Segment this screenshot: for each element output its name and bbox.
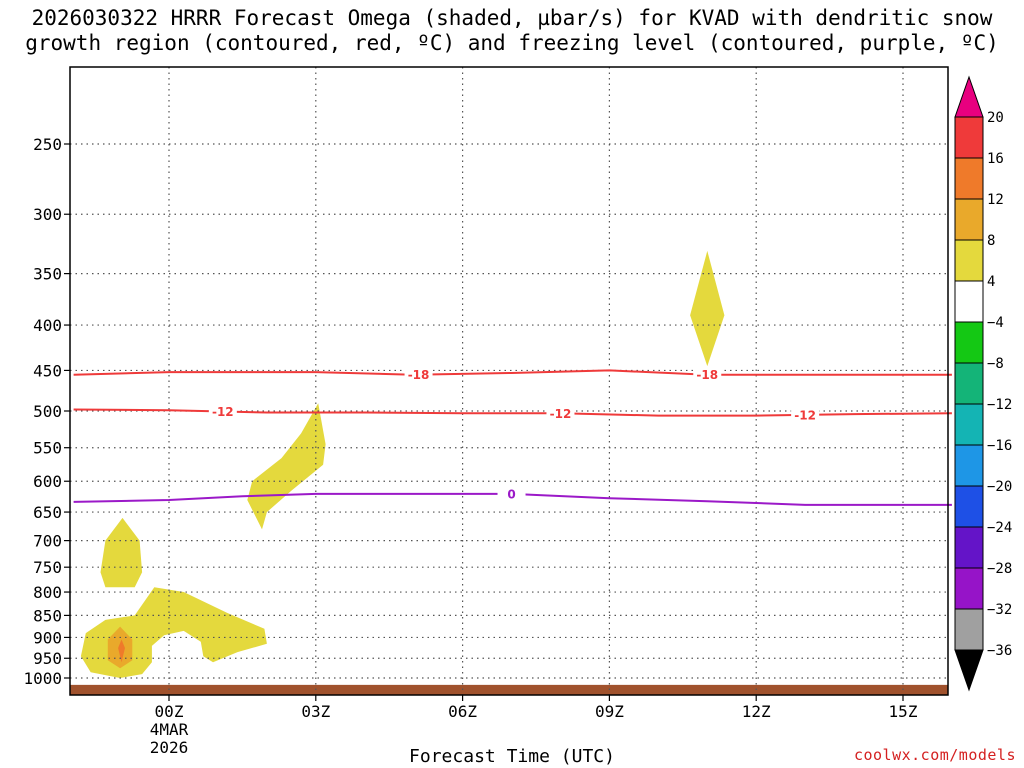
x-tick-label-03Z: 03Z	[301, 702, 330, 721]
y-tick-label-650: 650	[33, 503, 62, 522]
colorbar-swatch	[954, 157, 984, 200]
contour-label--18: -18	[696, 368, 718, 382]
colorbar-label--4: −4	[987, 315, 1004, 331]
y-tick-label-400: 400	[33, 316, 62, 335]
contour-label-bg	[208, 404, 237, 419]
colorbar-swatch	[954, 362, 984, 405]
contour-label--12: -12	[212, 405, 234, 419]
colorbar-bottom-arrow	[954, 649, 984, 692]
contour-label-bg	[546, 406, 575, 421]
colorbar-label--36: −36	[987, 643, 1012, 659]
x-tick-label-06Z: 06Z	[448, 702, 477, 721]
x-tick-label-12Z: 12Z	[742, 702, 771, 721]
contour-label-bg	[497, 486, 526, 501]
omega-area-03z-lobe	[247, 403, 326, 530]
x-tick-sublabel: 2026	[150, 738, 189, 757]
colorbar-label-4: 4	[987, 274, 995, 290]
y-tick-label-250: 250	[33, 135, 62, 154]
omega-area-pre00z-lobe	[100, 517, 143, 588]
y-tick-label-600: 600	[33, 472, 62, 491]
y-tick-label-900: 900	[33, 628, 62, 647]
colorbar-label--20: −20	[987, 479, 1012, 495]
x-tick-label-15Z: 15Z	[889, 702, 918, 721]
contour-label--12: -12	[550, 407, 572, 421]
colorbar-swatch	[954, 321, 984, 364]
colorbar-swatch	[954, 526, 984, 569]
contour-label-bg	[404, 367, 433, 382]
colorbar-label--16: −16	[987, 438, 1012, 454]
chart-title-line-2: growth region (contoured, red, ºC) and f…	[25, 31, 999, 55]
x-axis-title: Forecast Time (UTC)	[409, 746, 615, 767]
colorbar-swatch	[954, 403, 984, 446]
colorbar-swatch	[954, 485, 984, 528]
colorbar-label--12: −12	[987, 397, 1012, 413]
colorbar-label--28: −28	[987, 561, 1012, 577]
colorbar-swatch	[954, 198, 984, 241]
contour-line--12	[73, 408, 952, 417]
x-tick-label-00Z: 00Z	[155, 702, 184, 721]
y-tick-label-450: 450	[33, 361, 62, 380]
contour-label-bg	[791, 407, 820, 422]
colorbar-swatch	[954, 280, 984, 323]
terrain-fill	[70, 684, 948, 695]
y-tick-label-700: 700	[33, 532, 62, 551]
y-tick-label-800: 800	[33, 583, 62, 602]
x-tick-sublabel: 4MAR	[150, 720, 189, 739]
chart-title: 2026030322 HRRR Forecast Omega (shaded, …	[0, 6, 1024, 56]
source-link[interactable]: coolwx.com/models	[853, 746, 1016, 764]
colorbar-label-16: 16	[987, 151, 1004, 167]
plot-area	[70, 250, 948, 695]
contour-line--18	[73, 369, 952, 376]
grid-lines	[70, 67, 948, 695]
colorbar-label--32: −32	[987, 602, 1012, 618]
colorbar-swatch	[954, 116, 984, 159]
y-tick-label-850: 850	[33, 606, 62, 625]
y-tick-label-300: 300	[33, 205, 62, 224]
omega-area-upper-diamond	[690, 250, 725, 367]
contour-label--12: -12	[794, 408, 816, 422]
colorbar-label--24: −24	[987, 520, 1012, 536]
omega-area-core-12	[118, 639, 125, 663]
colorbar-label-20: 20	[987, 110, 1004, 126]
colorbar-swatch	[954, 444, 984, 487]
colorbar-label--8: −8	[987, 356, 1004, 372]
y-tick-label-350: 350	[33, 265, 62, 284]
y-tick-label-550: 550	[33, 439, 62, 458]
y-tick-label-950: 950	[33, 649, 62, 668]
colorbar-label-8: 8	[987, 233, 995, 249]
y-tick-label-750: 750	[33, 558, 62, 577]
colorbar-top-arrow	[954, 75, 984, 118]
contour-label-0: 0	[507, 487, 515, 501]
omega-area-lowlevel-band	[80, 587, 267, 678]
x-tick-label-09Z: 09Z	[595, 702, 624, 721]
chart-title-line-1: 2026030322 HRRR Forecast Omega (shaded, …	[31, 6, 993, 30]
colorbar-swatch	[954, 608, 984, 651]
contour-label--18: -18	[408, 368, 430, 382]
y-tick-label-1000: 1000	[23, 669, 62, 688]
contour-label-bg	[693, 367, 722, 382]
colorbar: 20 16 12 8 4 −4 −8 −12 −16 −20 −24 −28 −32 −36	[954, 75, 1012, 692]
y-tick-label-500: 500	[33, 402, 62, 421]
contour-lines: -18 -18 -12 -12 -12 0	[73, 367, 952, 506]
colorbar-label-12: 12	[987, 192, 1004, 208]
contour-line-0	[73, 492, 952, 506]
colorbar-swatch	[954, 567, 984, 610]
plot-frame	[69, 66, 949, 696]
colorbar-swatch	[954, 239, 984, 282]
axes: 250 300 350 400 450 500 550 600 650 700 750 800 850 9…	[23, 66, 949, 757]
